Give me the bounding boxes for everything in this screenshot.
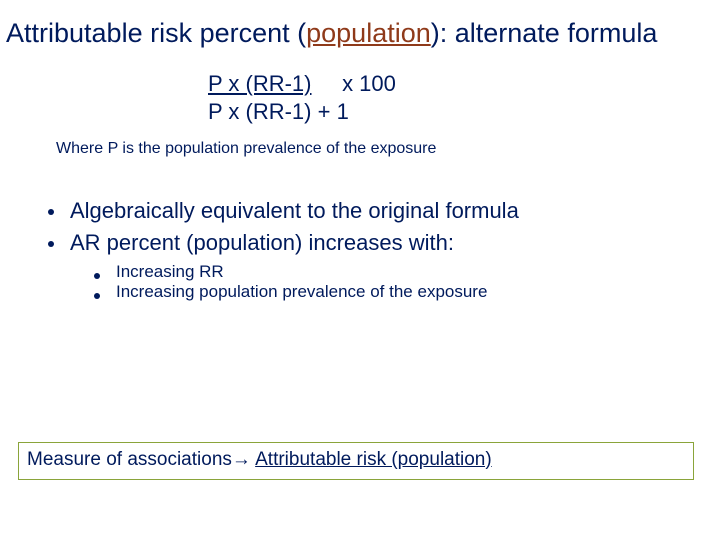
bullet-dot-icon — [48, 241, 54, 247]
bullet-dot-icon — [48, 209, 54, 215]
bullet-text: AR percent (population) increases with: — [70, 230, 454, 256]
bullet-dot-icon — [94, 273, 100, 279]
sub-bullet-item: Increasing population prevalence of the … — [94, 282, 519, 302]
sub-bullet-text: Increasing population prevalence of the … — [116, 282, 487, 302]
sub-bullet-list: Increasing RR Increasing population prev… — [94, 262, 519, 302]
footer-lead: Measure of associations — [27, 449, 232, 470]
title-post: ): alternate formula — [431, 18, 658, 48]
slide: Attributable risk percent (population): … — [0, 0, 720, 540]
footer-tail: Attributable risk (population) — [255, 449, 492, 470]
formula-numerator: P x (RR-1) — [208, 71, 312, 96]
bullet-item: Algebraically equivalent to the original… — [48, 198, 519, 224]
bullet-list: Algebraically equivalent to the original… — [48, 198, 519, 302]
sub-bullet-text: Increasing RR — [116, 262, 224, 282]
footer-box: Measure of associations→ Attributable ri… — [18, 442, 694, 480]
formula-multiplier: x 100 — [342, 71, 396, 96]
formula-block: P x (RR-1) x 100 P x (RR-1) + 1 — [208, 70, 396, 126]
bullet-text: Algebraically equivalent to the original… — [70, 198, 519, 224]
title-accent: population — [306, 18, 431, 48]
title-pre: Attributable risk percent ( — [6, 18, 306, 48]
bullet-item: AR percent (population) increases with: — [48, 230, 519, 256]
slide-title: Attributable risk percent (population): … — [6, 18, 657, 49]
arrow-icon: → — [232, 449, 251, 470]
bullet-dot-icon — [94, 293, 100, 299]
formula-denominator: P x (RR-1) + 1 — [208, 99, 349, 124]
where-text: Where P is the population prevalence of … — [56, 140, 436, 158]
sub-bullet-item: Increasing RR — [94, 262, 519, 282]
